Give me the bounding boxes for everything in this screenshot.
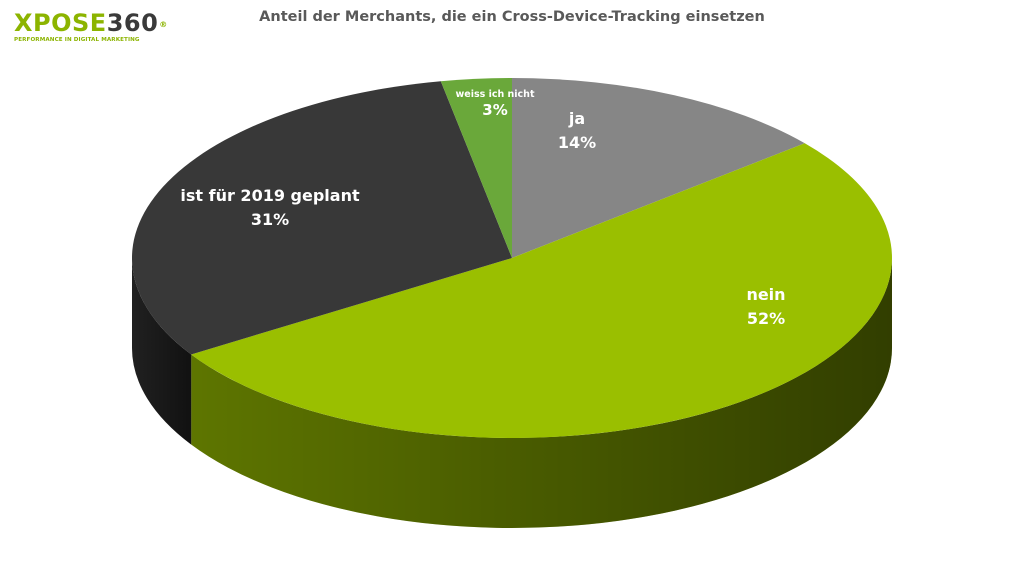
slice-label-ja: ja [568,109,585,128]
pie-depth-layer [132,258,892,528]
pie-side-shade-nein [191,258,892,528]
slice-value-ist-f-r-2019-geplant: 31% [251,210,289,229]
logo-wordmark: XPOSE360® [14,10,168,36]
logo-tagline: PERFORMANCE IN DIGITAL MARKETING [14,37,140,43]
pie-top-layer [131,78,892,439]
slice-value-ja: 14% [558,133,596,152]
chart-title: Anteil der Merchants, die ein Cross-Devi… [259,9,765,25]
slice-value-nein: 52% [747,309,785,328]
slice-value-weiss-ich-nicht: 3% [482,101,507,119]
slice-label-ist-f-r-2019-geplant: ist für 2019 geplant [180,186,360,205]
pie-slice-nein [191,143,892,439]
pie-side-shade-ist-f-r-2019-geplant [132,258,192,445]
logo-part-b: 360 [106,9,159,37]
logo-part-a: XPOSE [14,9,107,37]
pie-label-layer: ja 14% nein 52% ist für 2019 geplant 31% weiss… [180,89,785,328]
brand-logo: XPOSE360® PERFORMANCE IN DIGITAL MARKETI… [14,10,168,43]
pie-slice-ist-f-r-2019-geplant [131,81,512,355]
slice-label-nein: nein [746,285,785,304]
pie-slice-ja [512,78,805,258]
pie-slice-weiss-ich-nicht [440,78,512,258]
logo-registered-mark: ® [159,20,168,29]
slice-label-weiss-ich-nicht: weiss ich nicht [455,89,534,100]
